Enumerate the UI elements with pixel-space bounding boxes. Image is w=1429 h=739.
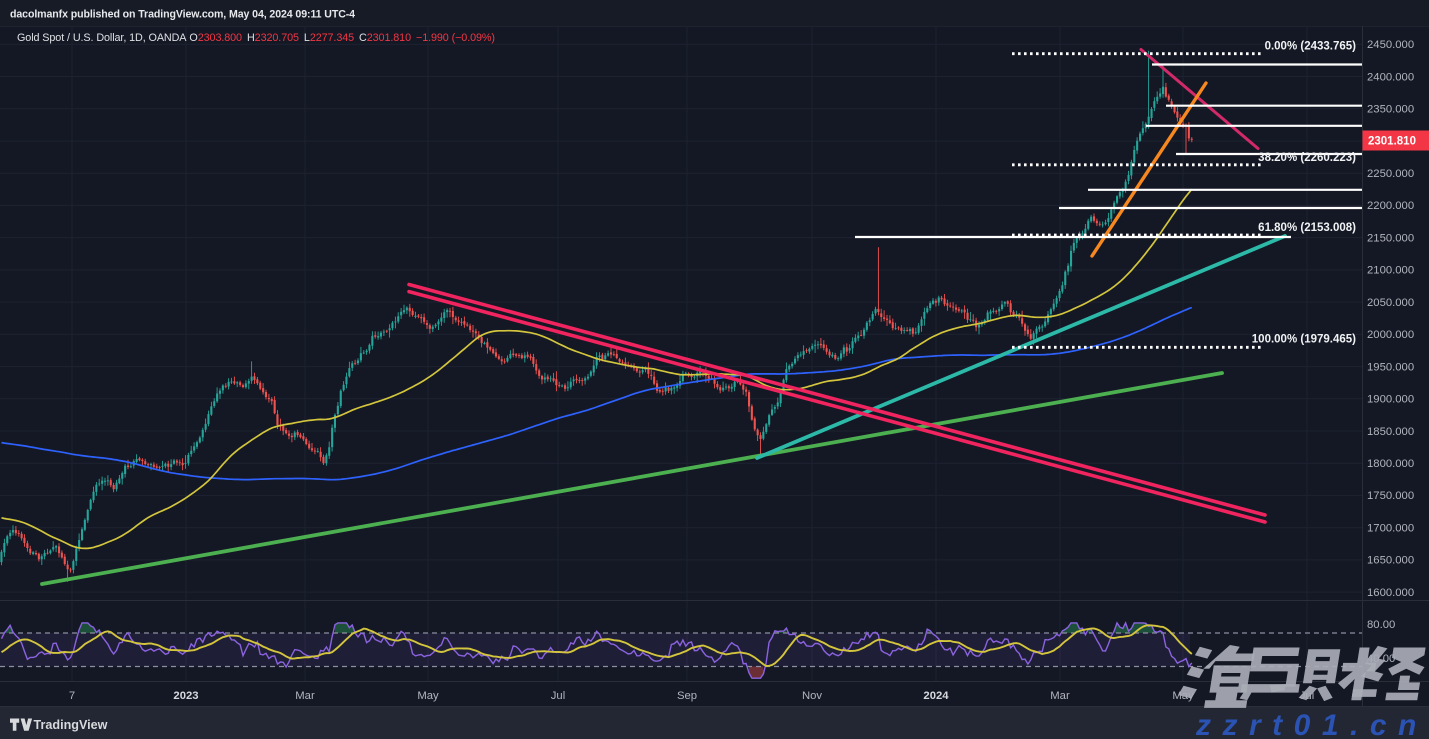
svg-text:1850.000: 1850.000 [1367,426,1414,438]
svg-text:100.00% (1979.465): 100.00% (1979.465) [1252,334,1356,346]
svg-text:Sep: Sep [677,690,697,702]
svg-text:2350.000: 2350.000 [1367,104,1414,116]
svg-text:2000.000: 2000.000 [1367,329,1414,341]
svg-text:1700.000: 1700.000 [1367,523,1414,535]
svg-text:2450.000: 2450.000 [1367,39,1414,51]
svg-text:7: 7 [69,690,75,702]
svg-text:1750.000: 1750.000 [1367,490,1414,502]
svg-text:Mar: Mar [295,690,315,702]
svg-text:2050.000: 2050.000 [1367,297,1414,309]
svg-text:61.80% (2153.008): 61.80% (2153.008) [1258,222,1356,234]
svg-text:38.20% (2260.223): 38.20% (2260.223) [1258,152,1356,164]
svg-text:2250.000: 2250.000 [1367,168,1414,180]
svg-text:dacolmanfx published on Tradin: dacolmanfx published on TradingView.com,… [10,9,355,21]
svg-text:zzrt01.cn: zzrt01.cn [1195,709,1428,739]
svg-text:2200.000: 2200.000 [1367,200,1414,212]
svg-text:TradingView: TradingView [34,718,108,732]
svg-text:0.00% (2433.765): 0.00% (2433.765) [1265,41,1357,53]
svg-text:1650.000: 1650.000 [1367,555,1414,567]
svg-text:2400.000: 2400.000 [1367,71,1414,83]
svg-text:1800.000: 1800.000 [1367,458,1414,470]
svg-text:2301.810: 2301.810 [1368,136,1416,148]
svg-text:2150.000: 2150.000 [1367,232,1414,244]
svg-text:1600.000: 1600.000 [1367,587,1414,599]
svg-text:Nov: Nov [802,690,822,702]
svg-text:Jul: Jul [551,690,565,702]
svg-text:Mar: Mar [1050,690,1070,702]
svg-text:1950.000: 1950.000 [1367,361,1414,373]
svg-text:2024: 2024 [923,690,949,702]
svg-text:2023: 2023 [173,690,198,702]
svg-text:1900.000: 1900.000 [1367,394,1414,406]
svg-text:80.00: 80.00 [1367,619,1395,631]
svg-text:Gold Spot / U.S. Dollar, 1D, O: Gold Spot / U.S. Dollar, 1D, OANDA O2303.… [17,32,495,44]
svg-text:2100.000: 2100.000 [1367,265,1414,277]
svg-text:May: May [417,690,439,702]
